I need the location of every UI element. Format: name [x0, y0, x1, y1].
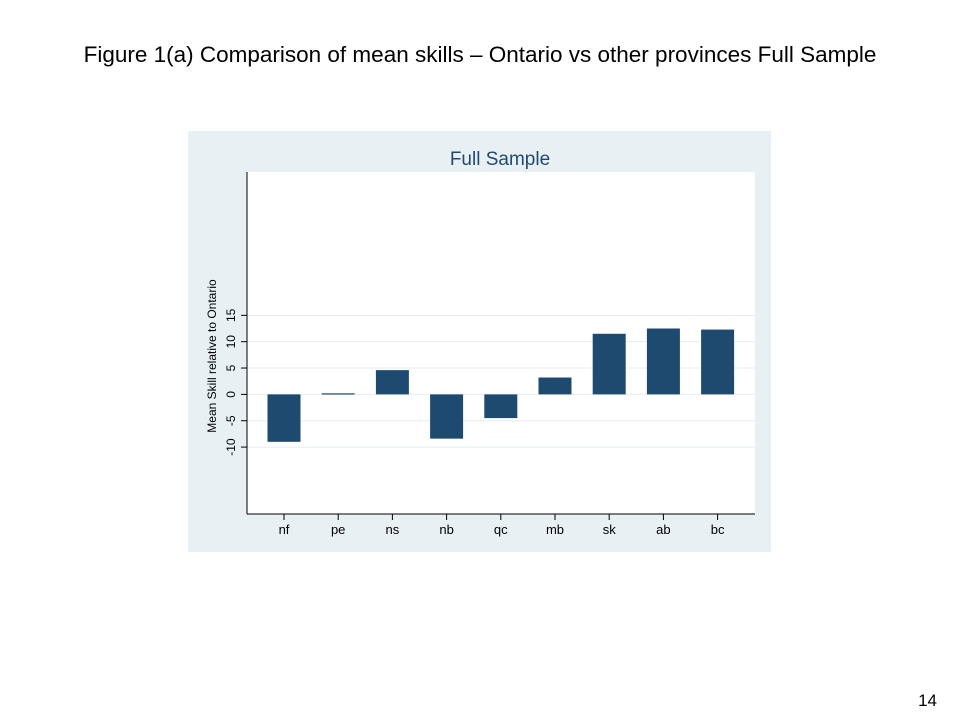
bar-nf — [267, 394, 301, 442]
y-tick-label: 15 — [224, 308, 238, 322]
bar-qc — [484, 394, 518, 419]
y-tick-label: -5 — [224, 415, 238, 426]
y-tick-label: -10 — [224, 438, 238, 456]
x-tick-label: sk — [603, 522, 617, 537]
bar-bc — [701, 329, 735, 395]
y-tick-label: 5 — [224, 364, 238, 371]
y-axis-label: Mean Skill relative to Ontario — [205, 279, 219, 433]
x-tick-label: pe — [331, 522, 345, 537]
bar-mb — [538, 377, 572, 395]
x-tick-label: bc — [711, 522, 725, 537]
y-ticks: -10 -5 0 5 10 15 — [224, 308, 247, 456]
x-tick-label: nf — [279, 522, 290, 537]
x-ticks: nf pe ns nb qc mb sk ab bc — [279, 514, 725, 537]
y-tick-label: 10 — [224, 335, 238, 349]
x-tick-label: ab — [656, 522, 670, 537]
bar-ns — [375, 370, 409, 395]
x-tick-label: ns — [386, 522, 400, 537]
chart-frame: Full Sample -10 -5 0 5 10 15 nf pe ns nb qc mb sk ab… — [188, 131, 771, 552]
slide-title: Figure 1(a) Comparison of mean skills – … — [83, 42, 877, 67]
bar-pe — [321, 393, 355, 395]
bars — [267, 328, 735, 442]
x-tick-label: mb — [546, 522, 564, 537]
bar-chart: Full Sample -10 -5 0 5 10 15 nf pe ns nb qc mb sk ab… — [205, 149, 755, 537]
page-number: 14 — [918, 691, 937, 710]
bar-nb — [430, 394, 464, 439]
bar-sk — [592, 333, 626, 395]
y-tick-label: 0 — [224, 391, 238, 398]
x-tick-label: nb — [439, 522, 453, 537]
x-tick-label: qc — [494, 522, 508, 537]
chart-title: Full Sample — [450, 149, 550, 170]
bar-ab — [646, 328, 680, 395]
